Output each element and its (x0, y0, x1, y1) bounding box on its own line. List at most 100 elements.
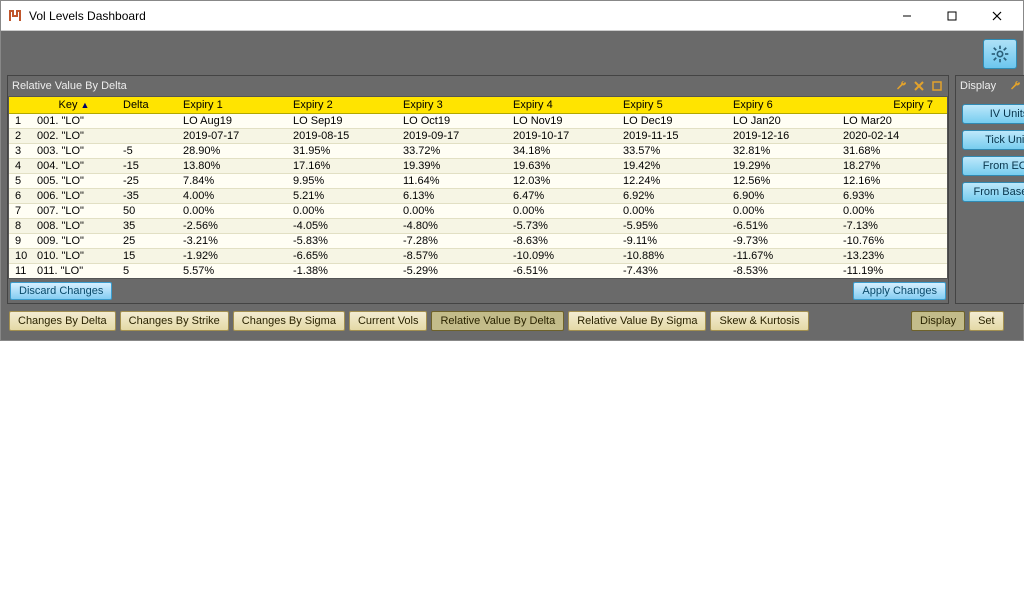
table-row[interactable]: 2002. "LO"2019-07-172019-08-152019-09-17… (9, 129, 947, 144)
apply-button[interactable]: Apply Changes (853, 282, 946, 300)
table-row[interactable]: 10010. "LO"15-1.92%-6.65%-8.57%-10.09%-1… (9, 249, 947, 264)
side-tab-set[interactable]: Set (969, 311, 1004, 331)
cell-delta: -15 (117, 159, 177, 174)
header-key[interactable]: Key ▲ (31, 97, 117, 114)
table-row[interactable]: 1001. "LO"LO Aug19LO Sep19LO Oct19LO Nov… (9, 114, 947, 129)
cell-expiry: 6.92% (617, 189, 727, 204)
cell-expiry: -11.19% (837, 264, 947, 279)
cell-rownum: 9 (9, 234, 31, 249)
cell-rownum: 5 (9, 174, 31, 189)
cell-expiry: 33.57% (617, 144, 727, 159)
header-expiry-7[interactable]: Expiry 7 (837, 97, 947, 114)
cell-key: 004. "LO" (31, 159, 117, 174)
cell-rownum: 2 (9, 129, 31, 144)
cell-delta: -35 (117, 189, 177, 204)
header-row: Key ▲ Delta Expiry 1 Expiry 2 Expiry 3 E… (9, 97, 947, 114)
cell-expiry: -6.51% (727, 219, 837, 234)
cell-expiry: 32.81% (727, 144, 837, 159)
cell-expiry: -9.11% (617, 234, 727, 249)
data-table: Key ▲ Delta Expiry 1 Expiry 2 Expiry 3 E… (9, 97, 947, 278)
data-table-wrap: Key ▲ Delta Expiry 1 Expiry 2 Expiry 3 E… (8, 96, 948, 279)
tab-current-vols[interactable]: Current Vols (349, 311, 428, 331)
header-rownum[interactable] (9, 97, 31, 114)
cell-expiry: 12.03% (507, 174, 617, 189)
cell-expiry: -5.83% (287, 234, 397, 249)
table-row[interactable]: 11011. "LO"55.57%-1.38%-5.29%-6.51%-7.43… (9, 264, 947, 279)
side-tab-display[interactable]: Display (911, 311, 965, 331)
cell-key: 010. "LO" (31, 249, 117, 264)
wrench-icon[interactable] (894, 79, 908, 93)
cell-key: 006. "LO" (31, 189, 117, 204)
titlebar: Vol Levels Dashboard (1, 1, 1023, 31)
cell-expiry: 12.16% (837, 174, 947, 189)
cell-expiry: LO Oct19 (397, 114, 507, 129)
tab-changes-by-sigma[interactable]: Changes By Sigma (233, 311, 345, 331)
cell-rownum: 4 (9, 159, 31, 174)
header-expiry-2[interactable]: Expiry 2 (287, 97, 397, 114)
cell-expiry: -13.23% (837, 249, 947, 264)
header-expiry-3[interactable]: Expiry 3 (397, 97, 507, 114)
cell-expiry: 19.39% (397, 159, 507, 174)
cell-expiry: 2019-11-15 (617, 129, 727, 144)
cell-expiry: 12.56% (727, 174, 837, 189)
main-panel: Relative Value By Delta (7, 75, 949, 304)
close-button[interactable] (974, 2, 1019, 30)
discard-button[interactable]: Discard Changes (10, 282, 112, 300)
cell-expiry: 4.00% (177, 189, 287, 204)
cell-expiry: -10.88% (617, 249, 727, 264)
content-area: Relative Value By Delta (1, 31, 1023, 340)
table-row[interactable]: 4004. "LO"-1513.80%17.16%19.39%19.63%19.… (9, 159, 947, 174)
table-row[interactable]: 9009. "LO"25-3.21%-5.83%-7.28%-8.63%-9.1… (9, 234, 947, 249)
cell-rownum: 10 (9, 249, 31, 264)
side-btn-from-eod[interactable]: From EOD (962, 156, 1024, 176)
cell-expiry: -8.63% (507, 234, 617, 249)
cell-key: 011. "LO" (31, 264, 117, 279)
cell-expiry: 2019-08-15 (287, 129, 397, 144)
table-body: 1001. "LO"LO Aug19LO Sep19LO Oct19LO Nov… (9, 114, 947, 279)
cell-expiry: 6.13% (397, 189, 507, 204)
cell-expiry: -5.73% (507, 219, 617, 234)
header-expiry-5[interactable]: Expiry 5 (617, 97, 727, 114)
header-delta[interactable]: Delta (117, 97, 177, 114)
tab-changes-by-delta[interactable]: Changes By Delta (9, 311, 116, 331)
cell-key: 003. "LO" (31, 144, 117, 159)
cell-delta: 35 (117, 219, 177, 234)
cell-delta (117, 114, 177, 129)
tab-relative-value-by-delta[interactable]: Relative Value By Delta (431, 311, 564, 331)
header-key-label: Key (59, 99, 78, 111)
maximize-button[interactable] (929, 2, 974, 30)
table-row[interactable]: 3003. "LO"-528.90%31.95%33.72%34.18%33.5… (9, 144, 947, 159)
tab-skew-kurtosis[interactable]: Skew & Kurtosis (710, 311, 808, 331)
cell-expiry: 33.72% (397, 144, 507, 159)
header-expiry-4[interactable]: Expiry 4 (507, 97, 617, 114)
cell-expiry: -9.73% (727, 234, 837, 249)
tab-changes-by-strike[interactable]: Changes By Strike (120, 311, 229, 331)
table-row[interactable]: 8008. "LO"35-2.56%-4.05%-4.80%-5.73%-5.9… (9, 219, 947, 234)
tab-relative-value-by-sigma[interactable]: Relative Value By Sigma (568, 311, 706, 331)
cell-expiry: LO Mar20 (837, 114, 947, 129)
table-row[interactable]: 6006. "LO"-354.00%5.21%6.13%6.47%6.92%6.… (9, 189, 947, 204)
cell-expiry: 6.47% (507, 189, 617, 204)
cell-expiry: 7.84% (177, 174, 287, 189)
cell-expiry: -3.21% (177, 234, 287, 249)
cell-expiry: 5.21% (287, 189, 397, 204)
minimize-button[interactable] (884, 2, 929, 30)
header-expiry-1[interactable]: Expiry 1 (177, 97, 287, 114)
app-icon (7, 8, 23, 24)
settings-button[interactable] (983, 39, 1017, 69)
cell-expiry: -1.92% (177, 249, 287, 264)
side-btn-tick-units[interactable]: Tick Units (962, 130, 1024, 150)
cell-expiry: 0.00% (617, 204, 727, 219)
side-btn-from-baseline[interactable]: From Baseline (962, 182, 1024, 202)
panel-close-icon[interactable] (912, 79, 926, 93)
cell-rownum: 6 (9, 189, 31, 204)
cell-expiry: -6.51% (507, 264, 617, 279)
table-row[interactable]: 7007. "LO"500.00%0.00%0.00%0.00%0.00%0.0… (9, 204, 947, 219)
table-row[interactable]: 5005. "LO"-257.84%9.95%11.64%12.03%12.24… (9, 174, 947, 189)
wrench-icon[interactable] (1008, 79, 1022, 93)
cell-delta: 25 (117, 234, 177, 249)
cell-expiry: 2019-07-17 (177, 129, 287, 144)
panel-restore-icon[interactable] (930, 79, 944, 93)
header-expiry-6[interactable]: Expiry 6 (727, 97, 837, 114)
side-btn-iv-units[interactable]: IV Units (962, 104, 1024, 124)
